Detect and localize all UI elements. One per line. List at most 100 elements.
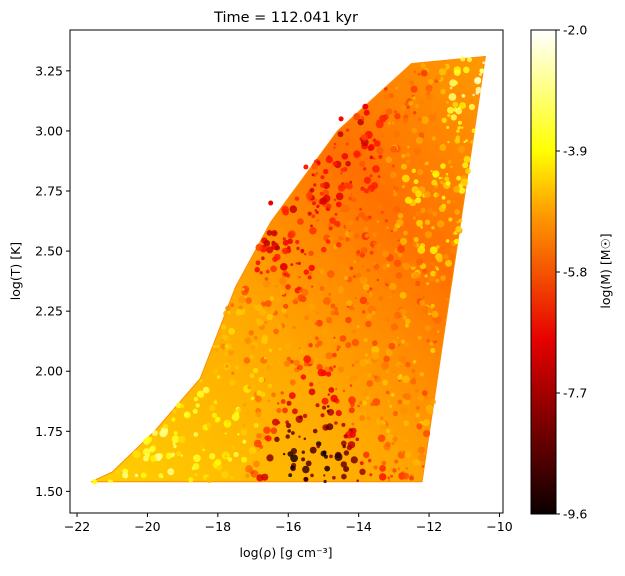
scatter-point <box>259 271 263 275</box>
scatter-point <box>379 416 384 421</box>
scatter-point <box>268 200 274 206</box>
scatter-point <box>305 460 312 467</box>
scatter-point <box>399 407 408 415</box>
scatter-point <box>336 348 339 351</box>
scatter-point <box>427 307 433 314</box>
scatter-point <box>296 246 300 251</box>
scatter-point <box>388 93 394 99</box>
scatter-point <box>374 140 381 147</box>
scatter-point <box>436 220 445 228</box>
scatter-point <box>353 305 356 308</box>
scatter-point <box>386 279 392 285</box>
scatter-point <box>367 458 372 463</box>
scatter-point <box>448 217 453 222</box>
scatter-point <box>432 170 440 178</box>
scatter-point <box>454 138 460 144</box>
scatter-point <box>418 132 425 139</box>
scatter-point <box>255 411 262 418</box>
scatter-point <box>282 239 289 246</box>
scatter-point <box>233 451 239 458</box>
scatter-point <box>340 461 347 468</box>
scatter-point <box>348 375 355 383</box>
scatter-point <box>293 359 300 366</box>
scatter-point <box>390 171 397 179</box>
scatter-point <box>381 250 390 258</box>
scatter-point <box>245 411 252 418</box>
x-tick-label: −12 <box>416 519 442 534</box>
scatter-point <box>334 453 343 461</box>
scatter-point <box>334 307 338 311</box>
scatter-point <box>396 240 401 245</box>
scatter-point <box>261 337 268 345</box>
scatter-point <box>261 256 265 261</box>
scatter-point <box>384 87 388 91</box>
scatter-point <box>338 314 341 318</box>
scatter-point <box>256 357 260 360</box>
scatter-point <box>390 230 393 233</box>
scatter-point <box>446 101 449 104</box>
scatter-point <box>175 402 182 409</box>
scatter-point <box>237 407 242 413</box>
scatter-point <box>295 262 298 265</box>
scatter-point <box>316 364 323 371</box>
scatter-point <box>287 245 291 250</box>
scatter-point <box>258 376 265 383</box>
scatter-point <box>440 88 446 95</box>
scatter-point <box>230 303 235 308</box>
scatter-point <box>417 72 421 76</box>
scatter-point <box>404 196 412 204</box>
scatter-point <box>445 259 452 267</box>
scatter-point <box>358 409 367 418</box>
scatter-point <box>436 245 440 249</box>
scatter-point <box>392 130 401 138</box>
scatter-point <box>452 101 459 108</box>
scatter-point <box>145 436 152 443</box>
scatter-point <box>397 213 404 219</box>
scatter-point <box>366 313 373 320</box>
scatter-point <box>250 396 255 400</box>
scatter-point <box>420 357 425 362</box>
scatter-point <box>180 404 185 409</box>
scatter-point <box>420 62 426 69</box>
scatter-point <box>387 400 391 403</box>
scatter-point <box>384 219 389 223</box>
scatter-point <box>450 165 453 169</box>
scatter-point <box>355 216 360 221</box>
scatter-point <box>282 209 290 216</box>
scatter-point <box>402 472 410 480</box>
scatter-point <box>359 415 365 421</box>
scatter-point <box>312 201 316 206</box>
scatter-point <box>438 176 442 180</box>
scatter-point <box>125 475 128 479</box>
scatter-point <box>405 159 411 165</box>
scatter-point <box>413 271 421 279</box>
scatter-point <box>171 435 180 443</box>
scatter-point <box>225 364 229 368</box>
scatter-point <box>202 386 210 394</box>
scatter-point <box>405 467 409 470</box>
scatter-point <box>338 236 343 241</box>
scatter-point <box>285 434 290 439</box>
scatter-point <box>307 211 312 216</box>
scatter-point <box>305 192 313 200</box>
scatter-point <box>283 273 287 276</box>
scatter-point <box>353 232 360 239</box>
scatter-point <box>336 242 342 248</box>
scatter-point <box>245 297 252 304</box>
scatter-point <box>454 209 461 215</box>
scatter-point <box>242 423 246 427</box>
plot-frame <box>69 29 504 514</box>
scatter-point <box>286 356 291 362</box>
scatter-point <box>447 160 452 165</box>
scatter-point <box>221 324 227 330</box>
scatter-point <box>391 290 395 294</box>
scatter-point <box>282 237 286 241</box>
scatter-point <box>277 402 280 405</box>
scatter-point <box>280 289 286 295</box>
scatter-point <box>385 390 390 395</box>
scatter-point <box>428 275 435 282</box>
scatter-point <box>281 247 289 255</box>
scatter-point <box>479 72 482 76</box>
scatter-point <box>329 366 333 370</box>
scatter-point <box>426 339 430 343</box>
